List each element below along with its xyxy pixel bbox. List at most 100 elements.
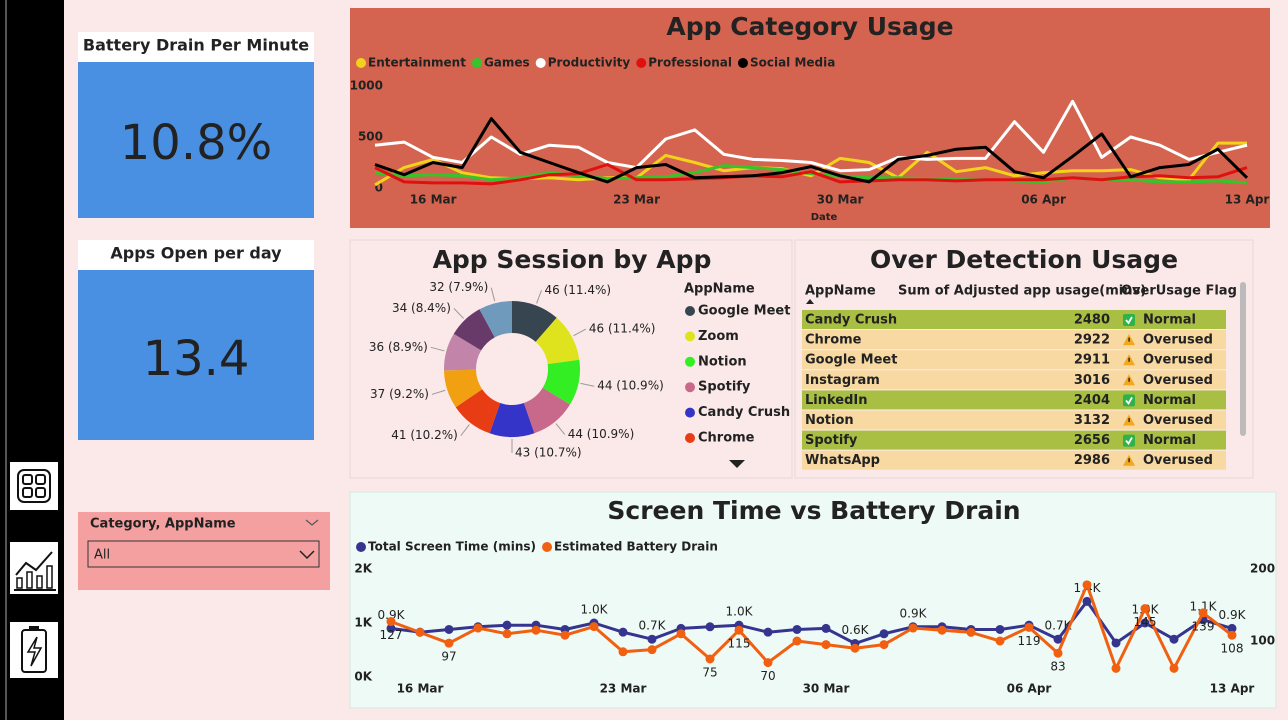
data-point <box>531 625 541 635</box>
slice-label: 32 (7.9%) <box>429 280 488 294</box>
donut-slice <box>523 387 570 434</box>
data-point <box>1169 663 1179 673</box>
chart-title: App Session by App <box>433 245 712 274</box>
table-cell: WhatsApp <box>805 453 880 468</box>
donut-slice <box>512 301 557 342</box>
x-tick-label: 06 Apr <box>1021 193 1066 207</box>
y2-tick-label: 100 <box>1250 634 1275 648</box>
card <box>78 62 314 218</box>
data-label: 127 <box>380 628 403 642</box>
icon <box>29 626 39 630</box>
data-point <box>937 625 947 635</box>
table-cell: 2911 <box>1074 353 1110 368</box>
data-label: 0.7K <box>639 619 667 633</box>
data-label: 145 <box>1134 615 1157 629</box>
table-row <box>802 390 1226 410</box>
table-row <box>802 450 1226 470</box>
donut-slice <box>542 359 580 405</box>
legend-marker <box>685 433 695 443</box>
x-tick-label: 30 Mar <box>803 682 850 696</box>
data-point <box>386 623 396 633</box>
leader-line <box>453 307 464 319</box>
panel <box>349 491 1277 709</box>
data-point <box>1053 634 1063 644</box>
donut-slice <box>535 317 580 365</box>
series-line <box>374 163 1248 186</box>
x-tick-label: 13 Apr <box>1225 193 1270 207</box>
legend-marker <box>471 58 482 68</box>
data-label: 75 <box>702 666 717 680</box>
nav-icon-chart[interactable] <box>10 542 58 594</box>
data-label: 0.9K <box>900 606 928 620</box>
data-point <box>1111 638 1121 648</box>
flag-icon <box>1123 434 1135 447</box>
table-cell: Normal <box>1143 433 1196 448</box>
chevron <box>305 519 319 526</box>
data-point <box>676 629 686 639</box>
legend-label: Professional <box>648 56 732 70</box>
data-point <box>502 629 512 639</box>
flag-icon <box>1123 314 1135 326</box>
slice-label: 44 (10.9%) <box>597 379 664 393</box>
data-label: 0.6K <box>842 623 870 637</box>
data-point <box>647 645 657 655</box>
legend-label: Chrome <box>698 431 755 446</box>
card-value: 10.8% <box>120 115 272 171</box>
data-point <box>879 640 889 650</box>
flag-icon <box>1128 418 1130 422</box>
table-cell: Overused <box>1143 413 1213 428</box>
table-header: AppName <box>805 284 876 299</box>
data-point <box>1227 623 1237 633</box>
nav-icon-grid[interactable] <box>10 462 58 510</box>
sort-arrow <box>806 299 814 304</box>
card-value: 13.4 <box>143 331 250 387</box>
slicer <box>78 512 330 590</box>
icon <box>17 469 51 503</box>
donut-slice <box>444 369 483 408</box>
slicer-dropdown[interactable] <box>87 540 320 568</box>
data-point <box>908 623 918 633</box>
legend-label: Social Media <box>750 56 835 70</box>
data-label: 108 <box>1221 642 1244 656</box>
x-tick-label: 16 Mar <box>397 682 444 696</box>
sidebar-edge <box>5 0 7 720</box>
flag-icon <box>1125 396 1133 405</box>
flag-icon <box>1128 458 1130 463</box>
legend-scroll[interactable] <box>729 460 745 468</box>
data-point <box>415 627 425 637</box>
legend-marker <box>535 58 546 68</box>
table-row <box>802 330 1226 350</box>
table-cell: 2986 <box>1074 453 1110 468</box>
chart-title: Screen Time vs Battery Drain <box>607 496 1020 525</box>
legend-marker <box>542 542 553 552</box>
nav-icon-battery[interactable] <box>10 622 58 678</box>
icon <box>15 551 53 576</box>
legend-title: AppName <box>684 282 755 297</box>
data-label: 0.7K <box>1045 619 1073 633</box>
icon-bg <box>10 622 58 678</box>
scrollbar[interactable] <box>1240 282 1246 436</box>
legend-marker <box>685 382 695 393</box>
legend-marker <box>685 306 695 316</box>
icon <box>16 577 23 589</box>
table-row <box>802 370 1226 390</box>
data-point <box>995 624 1005 634</box>
table-row <box>802 410 1226 430</box>
leader-line <box>490 287 496 302</box>
legend-label: Productivity <box>548 56 631 70</box>
slicer-title: Category, AppName <box>90 517 236 532</box>
slice-label: 46 (11.4%) <box>589 322 656 336</box>
data-point <box>705 622 715 632</box>
flag-icon <box>1125 437 1133 446</box>
leader-line <box>536 290 542 304</box>
flag-icon <box>1128 377 1130 382</box>
x-tick-label: 30 Mar <box>817 193 864 207</box>
y-tick-label: 500 <box>358 130 383 144</box>
legend-label: Entertainment <box>368 56 466 70</box>
leader-line <box>460 424 470 436</box>
legend-label: Candy Crush <box>698 405 790 420</box>
table-title: Over Detection Usage <box>870 245 1178 274</box>
card-title: Battery Drain Per Minute <box>83 36 309 55</box>
